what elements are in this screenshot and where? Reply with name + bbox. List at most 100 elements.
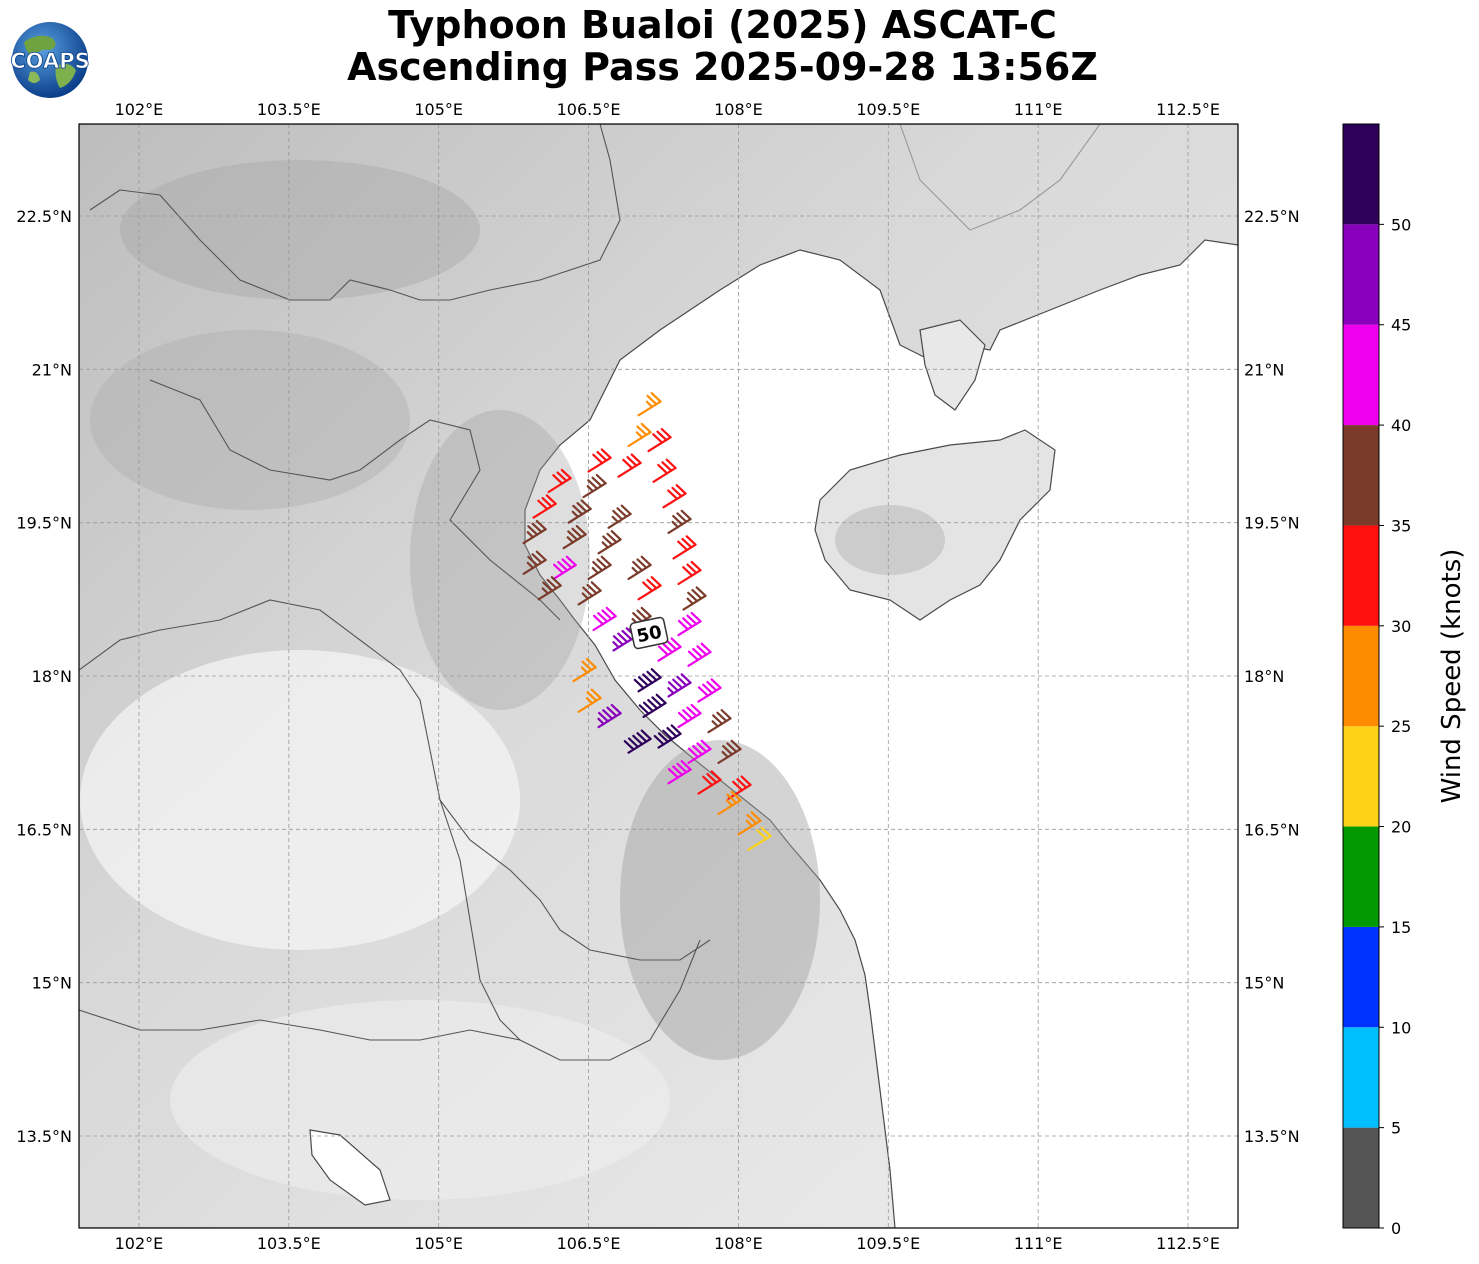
lon-tick-label: 108°E: [714, 1234, 763, 1253]
tonle-sap-lake: [309, 1129, 391, 1206]
colorbar-segment: [1343, 1027, 1379, 1128]
lon-tick-label: 112.5°E: [1156, 1234, 1220, 1253]
wind-barb: [552, 555, 577, 580]
lat-tick-label: 15°N: [1244, 974, 1284, 993]
colorbar: 0 5 10 15 20 25 30 35 40 45 50: [1342, 123, 1411, 1238]
colorbar-frame: [1342, 123, 1380, 1229]
colorbar-label: Wind Speed (knots): [1437, 549, 1467, 804]
wind-barb: [637, 576, 662, 601]
wind-barb: [697, 678, 722, 703]
colorbar-tick-label: 0: [1391, 1219, 1401, 1238]
wind-barb: [623, 729, 652, 754]
lon-tick-label: 105°E: [414, 100, 463, 119]
logo-text: COAPS: [10, 49, 89, 73]
terrain-shade: [90, 330, 410, 510]
colorbar-tick-label: 15: [1391, 918, 1411, 937]
wind-barb: [727, 775, 752, 800]
wind-barb: [627, 422, 652, 448]
wind-barb: [547, 468, 572, 494]
wind-barb: [657, 637, 682, 662]
lat-tick-label: 18°N: [1244, 667, 1284, 686]
plain-shade: [170, 1000, 670, 1200]
wind-barb: [572, 657, 597, 683]
leizhou-peninsula: [919, 319, 986, 411]
wind-barb: [617, 453, 642, 478]
terrain-shade: [620, 740, 820, 1060]
colorbar-tick-label: 35: [1391, 516, 1411, 535]
figure-title: Typhoon Bualoi (2025) ASCAT-C Ascending …: [180, 4, 1265, 88]
colorbar-segment: [1343, 1127, 1379, 1228]
colorbar-tick-label: 30: [1391, 617, 1411, 636]
wind-barb: [582, 473, 607, 499]
wind-barb: [672, 535, 697, 560]
lon-tick-label: 106.5°E: [557, 1234, 621, 1253]
lat-ticks-right: 13.5°N 15°N 16.5°N 18°N 19.5°N 21°N 22.5°N: [1244, 207, 1300, 1146]
lat-tick-label: 21°N: [1244, 360, 1284, 379]
terrain-shade: [835, 505, 945, 575]
lon-tick-label: 106.5°E: [557, 100, 621, 119]
title-line-1: Typhoon Bualoi (2025) ASCAT-C: [388, 3, 1057, 47]
colorbar-segment: [1343, 625, 1379, 727]
wind-barb: [522, 519, 547, 545]
center-label: 50: [635, 622, 664, 648]
wind-barb: [662, 484, 687, 509]
colorbar-segment: [1343, 425, 1379, 526]
wind-barb: [587, 555, 612, 580]
wind-barb: [677, 703, 702, 729]
wind-barb: [562, 525, 587, 550]
center-label-box: 50: [629, 616, 669, 650]
lat-tick-label: 13.5°N: [16, 1127, 72, 1146]
wind-barb: [707, 709, 732, 734]
colorbar-segment: [1343, 224, 1379, 325]
colorbar-tick-label: 10: [1391, 1018, 1411, 1037]
wind-barb: [647, 427, 672, 453]
lon-tick-label: 103.5°E: [257, 100, 321, 119]
wind-barb: [697, 770, 722, 795]
lon-tick-label: 111°E: [1014, 100, 1063, 119]
lon-tick-label: 109.5°E: [856, 1234, 920, 1253]
colorbar-segment: [1343, 726, 1379, 827]
map-frame: [78, 123, 1239, 1229]
wind-barb: [597, 530, 622, 555]
wind-barb: [717, 739, 742, 764]
lat-tick-label: 19.5°N: [16, 514, 72, 533]
wind-barb: [667, 760, 692, 785]
colorbar-tick-label: 5: [1391, 1119, 1401, 1138]
lon-tick-label: 102°E: [115, 100, 164, 119]
colorbar-segment: [1343, 525, 1379, 626]
lon-ticks-bottom: 102°E 103.5°E 105°E 106.5°E 108°E 109.5°E 111°…: [115, 1234, 1220, 1253]
mainland-land: [79, 124, 1238, 1228]
wind-barb: [567, 499, 592, 524]
plain-shade: [80, 650, 520, 950]
lon-tick-label: 105°E: [414, 1234, 463, 1253]
wind-barb: [677, 560, 702, 586]
lat-tick-label: 18°N: [32, 667, 72, 686]
wind-barb: [532, 494, 557, 519]
wind-barb: [577, 688, 602, 713]
wind-barb: [737, 811, 762, 836]
lat-tick-label: 16.5°N: [16, 820, 72, 839]
lon-tick-label: 103.5°E: [257, 1234, 321, 1253]
wind-barb: [677, 611, 702, 637]
wind-barb: [717, 790, 742, 816]
wind-barb: [537, 576, 562, 601]
lon-ticks-top: 102°E 103.5°E 105°E 106.5°E 108°E 109.5°E 111°…: [115, 100, 1220, 119]
colorbar-tick-label: 25: [1391, 717, 1411, 736]
wind-barb: [637, 392, 662, 417]
wind-barb: [592, 606, 617, 632]
lat-tick-label: 19.5°N: [1244, 514, 1300, 533]
colorbar-segment: [1343, 826, 1379, 927]
wind-barb: [667, 509, 692, 534]
lon-tick-label: 102°E: [115, 1234, 164, 1253]
terrain-shade: [410, 410, 590, 710]
gridlines: [79, 124, 1238, 1228]
terrain-shade: [120, 160, 480, 300]
lat-ticks-left: 13.5°N 15°N 16.5°N 18°N 19.5°N 21°N 22.5°N: [16, 207, 72, 1146]
wind-barb: [682, 586, 707, 611]
lat-tick-label: 15°N: [32, 974, 72, 993]
lat-tick-label: 22.5°N: [1244, 207, 1300, 226]
lon-tick-label: 112.5°E: [1156, 100, 1220, 119]
lat-tick-label: 16.5°N: [1244, 820, 1300, 839]
wind-barb: [687, 739, 712, 764]
